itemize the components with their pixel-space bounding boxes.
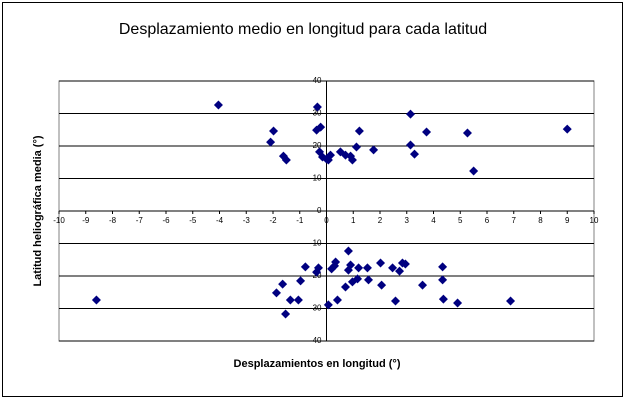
point: [316, 122, 326, 132]
x-tick-label: 3: [405, 216, 410, 225]
point: [405, 109, 415, 119]
point: [312, 102, 322, 112]
x-tick-label: 7: [512, 216, 517, 225]
point: [353, 274, 363, 284]
point: [300, 262, 310, 272]
point: [293, 295, 303, 305]
point: [332, 295, 342, 305]
point: [281, 155, 291, 165]
point: [281, 309, 291, 319]
point: [91, 295, 101, 305]
point: [331, 257, 341, 267]
point: [377, 280, 387, 290]
x-axis-label: Desplazamientos en longitud (°): [234, 358, 401, 370]
x-tick-label: 8: [538, 216, 543, 225]
point: [213, 100, 223, 110]
point: [346, 260, 356, 270]
y-tick-label: -40: [310, 336, 322, 345]
y-tick-label: -10: [310, 239, 322, 248]
point: [388, 263, 398, 273]
point: [354, 263, 364, 273]
x-tick-label: -7: [136, 216, 144, 225]
point: [469, 166, 479, 176]
point: [271, 288, 281, 298]
point: [347, 155, 357, 165]
point: [351, 142, 361, 152]
x-tick-label: 5: [458, 216, 463, 225]
chart-title: Desplazamiento medio en longitud para ca…: [119, 21, 487, 38]
point: [422, 127, 432, 137]
x-tick-label: -3: [243, 216, 251, 225]
y-tick-label: -30: [310, 304, 322, 313]
point: [343, 246, 353, 256]
point: [418, 280, 428, 290]
point: [453, 298, 463, 308]
x-tick-label: 2: [378, 216, 383, 225]
y-tick-label: 20: [313, 141, 322, 150]
x-tick-label: -9: [82, 216, 90, 225]
point: [363, 275, 373, 285]
x-tick-label: 10: [590, 216, 599, 225]
point: [313, 263, 323, 273]
x-tick-label: 1: [351, 216, 356, 225]
y-tick-label: 40: [313, 76, 322, 85]
point: [400, 259, 410, 269]
x-tick-label: -6: [162, 216, 170, 225]
point: [296, 276, 306, 286]
point: [562, 124, 572, 134]
x-tick-label: -8: [109, 216, 117, 225]
y-tick-label: 30: [313, 109, 322, 118]
point: [369, 145, 379, 155]
x-tick-label: -5: [189, 216, 197, 225]
x-tick-label: 6: [485, 216, 490, 225]
point: [438, 275, 448, 285]
point: [354, 126, 364, 136]
x-tick-label: -2: [269, 216, 277, 225]
point: [506, 296, 516, 306]
point: [266, 137, 276, 147]
x-tick-label: -10: [53, 216, 65, 225]
x-tick-label: -1: [296, 216, 304, 225]
point: [323, 300, 333, 310]
point: [323, 155, 333, 165]
point: [278, 279, 288, 289]
x-tick-label: -4: [216, 216, 224, 225]
x-tick-label: 4: [431, 216, 436, 225]
point: [362, 263, 372, 273]
x-tick-label: 9: [565, 216, 570, 225]
y-tick-label: 10: [313, 174, 322, 183]
point: [285, 295, 295, 305]
point: [462, 128, 472, 138]
point: [438, 294, 448, 304]
point: [395, 266, 405, 276]
point: [438, 262, 448, 272]
point: [340, 282, 350, 292]
point: [405, 140, 415, 150]
point: [410, 149, 420, 159]
point: [269, 126, 279, 136]
y-axis-label: Latitud heliográfica media (°): [32, 135, 44, 286]
point: [391, 296, 401, 306]
point: [376, 258, 386, 268]
